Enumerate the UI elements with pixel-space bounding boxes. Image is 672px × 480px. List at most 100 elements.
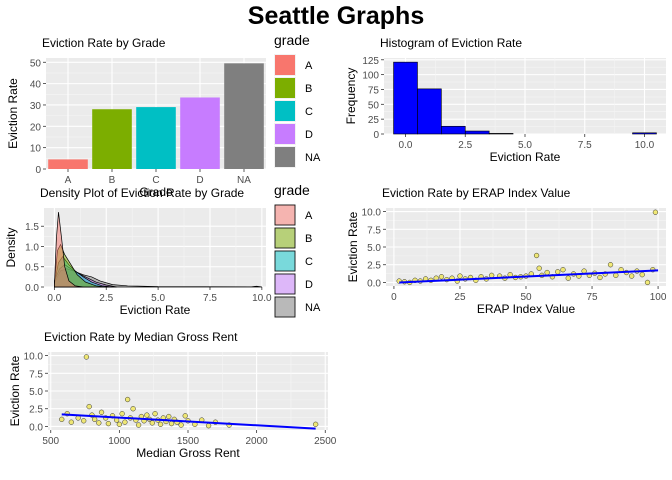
scatter-point [205, 423, 212, 429]
scatter-point [98, 409, 105, 415]
scatter-point [613, 272, 619, 279]
x-axis-label: Median Gross Rent [136, 446, 240, 460]
bar-grade-a [48, 159, 88, 169]
legend-swatch-a [275, 55, 295, 75]
x-tick-label: 75 [586, 292, 598, 303]
scatter-point [644, 279, 651, 286]
x-tick-label: NA [237, 175, 251, 186]
x-tick-label: 2500 [314, 436, 336, 447]
chart-title: Density Plot of Eviction Rate by Grade [40, 186, 244, 200]
x-tick-label: B [109, 175, 116, 186]
x-tick-label: A [65, 175, 72, 186]
scatter-point [116, 421, 123, 427]
legend-label: A [305, 210, 313, 222]
scatter-point [68, 419, 74, 425]
legend-label: D [305, 279, 313, 291]
legend-swatch-a [274, 204, 296, 226]
scatter-point [555, 269, 561, 275]
scatter-point [533, 252, 540, 259]
scatter-point [489, 272, 495, 279]
page-title: Seattle Graphs [247, 2, 425, 30]
histogram-bar [464, 130, 490, 135]
scatter-point [86, 403, 92, 410]
bar-grade-c [136, 107, 176, 169]
x-tick-label: 2000 [246, 436, 269, 447]
scatter-point [536, 265, 542, 271]
y-axis-label: Eviction Rate [346, 211, 360, 282]
chart-title: Eviction Rate by ERAP Index Value [382, 186, 571, 200]
y-tick-label: 1.5 [25, 222, 39, 233]
y-tick-label: 50 [368, 100, 380, 111]
bar-grade-na [224, 63, 264, 169]
scatter-point [565, 275, 571, 281]
scatter-point [122, 419, 128, 425]
y-tick-label: 40 [30, 80, 42, 91]
x-tick-label: 2.5 [99, 293, 113, 304]
scatter-point [607, 262, 614, 268]
x-tick-label: 0.0 [399, 140, 413, 151]
y-tick-label: 0 [373, 130, 379, 141]
scatter-point [105, 420, 112, 427]
x-tick-label: 10.0 [252, 293, 272, 304]
trend-line [61, 413, 316, 430]
chart-eviction-by-rent: 0.0 2.5 5.0 7.5 10.0 500 1000 1500 2000 2500 Evict… [8, 330, 336, 460]
legend-swatch-b [274, 227, 296, 249]
legend-label: B [305, 233, 312, 245]
y-tick-label: 2.5 [367, 261, 381, 272]
y-tick-label: 0.0 [29, 422, 43, 433]
y-axis-label: Eviction Rate [8, 355, 22, 426]
scatter-point [639, 272, 645, 278]
legend-label: NA [305, 302, 321, 314]
y-axis-label: Frequency [344, 68, 358, 125]
scatter-point [168, 420, 175, 427]
scatter-point [652, 209, 659, 215]
scatter-point [182, 413, 188, 419]
x-tick-label: 0.0 [47, 293, 61, 304]
y-tick-label: 10.0 [362, 208, 382, 219]
y-tick-label: 30 [30, 101, 42, 112]
legend-title: grade [274, 32, 310, 48]
x-tick-label: C [152, 175, 159, 186]
legend-label: C [305, 106, 313, 118]
x-tick-label: 1500 [177, 436, 200, 447]
x-tick-label: 5.0 [518, 140, 532, 151]
histogram-bar [632, 132, 657, 135]
y-tick-label: 10.0 [24, 352, 44, 363]
legend-label: NA [305, 152, 321, 164]
scatter-point [312, 421, 319, 427]
y-tick-label: 7.5 [367, 225, 381, 236]
x-axis-label: Eviction Rate [490, 150, 561, 164]
legend-label: A [305, 60, 313, 72]
y-tick-label: 7.5 [29, 369, 43, 380]
x-axis-label: Grade [139, 185, 173, 199]
scatter-point [81, 418, 87, 424]
y-tick-label: 50 [30, 58, 42, 69]
legend-swatch-na [275, 147, 295, 167]
legend-swatch-b [275, 78, 295, 98]
scatter-point [597, 274, 603, 281]
scatter-point [560, 267, 566, 273]
bar-grade-d [180, 97, 220, 169]
y-tick-label: 10 [30, 144, 42, 155]
scatter-point [457, 273, 463, 279]
chart-title: Eviction Rate by Median Gross Rent [44, 330, 238, 344]
x-tick-label: 0 [391, 292, 397, 303]
scatter-point [438, 274, 445, 280]
scatter-point [96, 420, 102, 426]
y-axis-label: Eviction Rate [6, 78, 20, 149]
trend-line [399, 269, 659, 284]
y-tick-label: 5.0 [367, 243, 381, 254]
scatter-point [144, 412, 150, 418]
scatter-point [544, 269, 550, 276]
x-tick-label: D [196, 175, 203, 186]
legend-swatch-c [275, 101, 295, 121]
chart-title: Histogram of Eviction Rate [380, 36, 522, 50]
scatter-point [59, 416, 65, 423]
scatter-point [157, 421, 164, 427]
scatter-point [135, 422, 142, 428]
y-axis-label: Density [4, 227, 18, 267]
y-tick-label: 20 [30, 122, 42, 133]
x-axis-label: ERAP Index Value [477, 302, 576, 316]
y-tick-label: 125 [362, 56, 379, 67]
